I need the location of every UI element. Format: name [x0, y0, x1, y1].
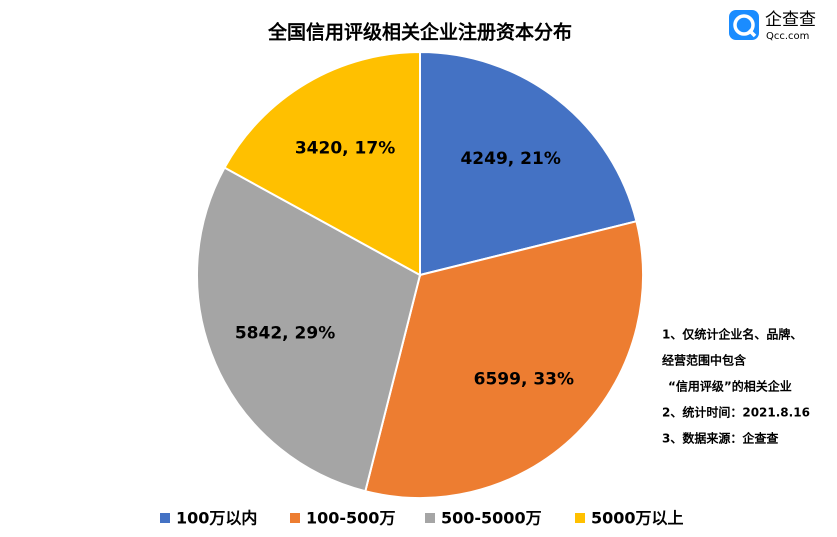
notes: 1、仅统计企业名、品牌、经营范围中包含 “信用评级”的相关企业 2、统计时间：202…	[662, 327, 810, 446]
data-label: 5842, 29%	[235, 324, 335, 344]
legend-swatch	[290, 513, 300, 523]
legend-swatch	[425, 513, 435, 523]
logo-name: 企查查	[765, 10, 816, 30]
pie-slice	[364, 220, 644, 499]
data-label: 4249, 21%	[460, 149, 560, 169]
legend-label: 5000万以上	[591, 509, 684, 528]
note-line: 经营范围中包含	[662, 353, 747, 368]
legend-label: 500-5000万	[441, 509, 542, 528]
legend-swatch	[160, 513, 170, 523]
legend-label: 100-500万	[306, 509, 395, 528]
legend-label: 100万以内	[176, 509, 257, 528]
chart-title: 全国信用评级相关企业注册资本分布	[267, 21, 572, 44]
logo-icon-ring	[733, 14, 755, 36]
note-line: 3、数据来源：企查查	[662, 431, 779, 446]
data-label: 6599, 33%	[474, 369, 574, 389]
logo-url: Qcc.com	[766, 31, 809, 42]
logo-icon-tail	[747, 28, 757, 38]
note-line: 2、统计时间：2021.8.16	[662, 405, 810, 420]
legend-swatch	[575, 513, 585, 523]
note-line: “信用评级”的相关企业	[668, 379, 792, 394]
note-line: 1、仅统计企业名、品牌、	[662, 327, 802, 342]
pie-slice	[223, 50, 421, 277]
logo: 企查查 Qcc.com	[729, 10, 816, 42]
pie-slice	[196, 166, 422, 493]
pie-slice	[419, 50, 638, 277]
data-label: 3420, 17%	[295, 138, 395, 158]
